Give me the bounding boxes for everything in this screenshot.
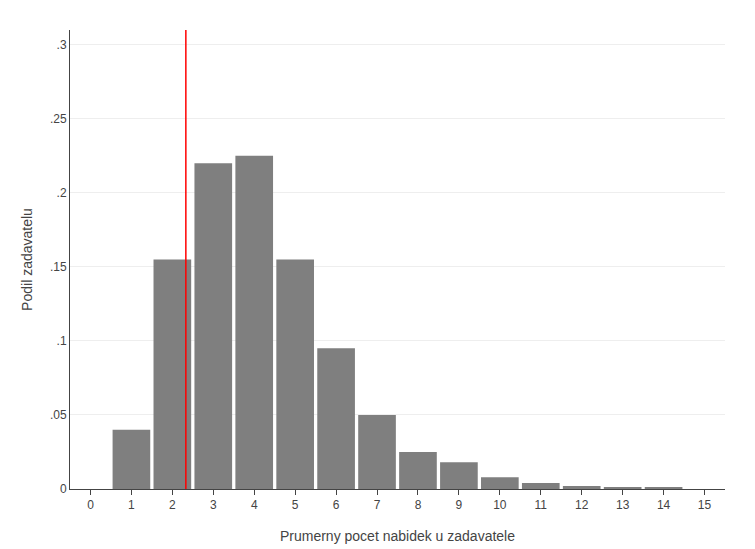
svg-text:0: 0 bbox=[87, 498, 94, 512]
svg-text:5: 5 bbox=[292, 498, 299, 512]
svg-text:.05: .05 bbox=[50, 408, 67, 422]
svg-text:9: 9 bbox=[456, 498, 463, 512]
svg-text:1: 1 bbox=[128, 498, 135, 512]
svg-text:.15: .15 bbox=[50, 260, 67, 274]
svg-text:3: 3 bbox=[210, 498, 217, 512]
svg-text:11: 11 bbox=[535, 498, 548, 512]
svg-text:6: 6 bbox=[333, 498, 340, 512]
svg-text:8: 8 bbox=[415, 498, 422, 512]
svg-text:Prumerny pocet nabidek u zadav: Prumerny pocet nabidek u zadavatele bbox=[280, 528, 515, 544]
svg-text:12: 12 bbox=[575, 498, 589, 512]
svg-text:Podil zadavatelu: Podil zadavatelu bbox=[19, 208, 35, 311]
svg-text:4: 4 bbox=[251, 498, 258, 512]
svg-text:.3: .3 bbox=[57, 38, 67, 52]
svg-text:.1: .1 bbox=[57, 334, 67, 348]
svg-text:14: 14 bbox=[657, 498, 671, 512]
svg-text:10: 10 bbox=[493, 498, 507, 512]
svg-text:.25: .25 bbox=[50, 112, 67, 126]
svg-text:.2: .2 bbox=[57, 186, 67, 200]
svg-text:2: 2 bbox=[169, 498, 176, 512]
svg-text:13: 13 bbox=[616, 498, 630, 512]
svg-text:0: 0 bbox=[60, 482, 67, 496]
svg-text:7: 7 bbox=[374, 498, 381, 512]
svg-text:15: 15 bbox=[698, 498, 712, 512]
